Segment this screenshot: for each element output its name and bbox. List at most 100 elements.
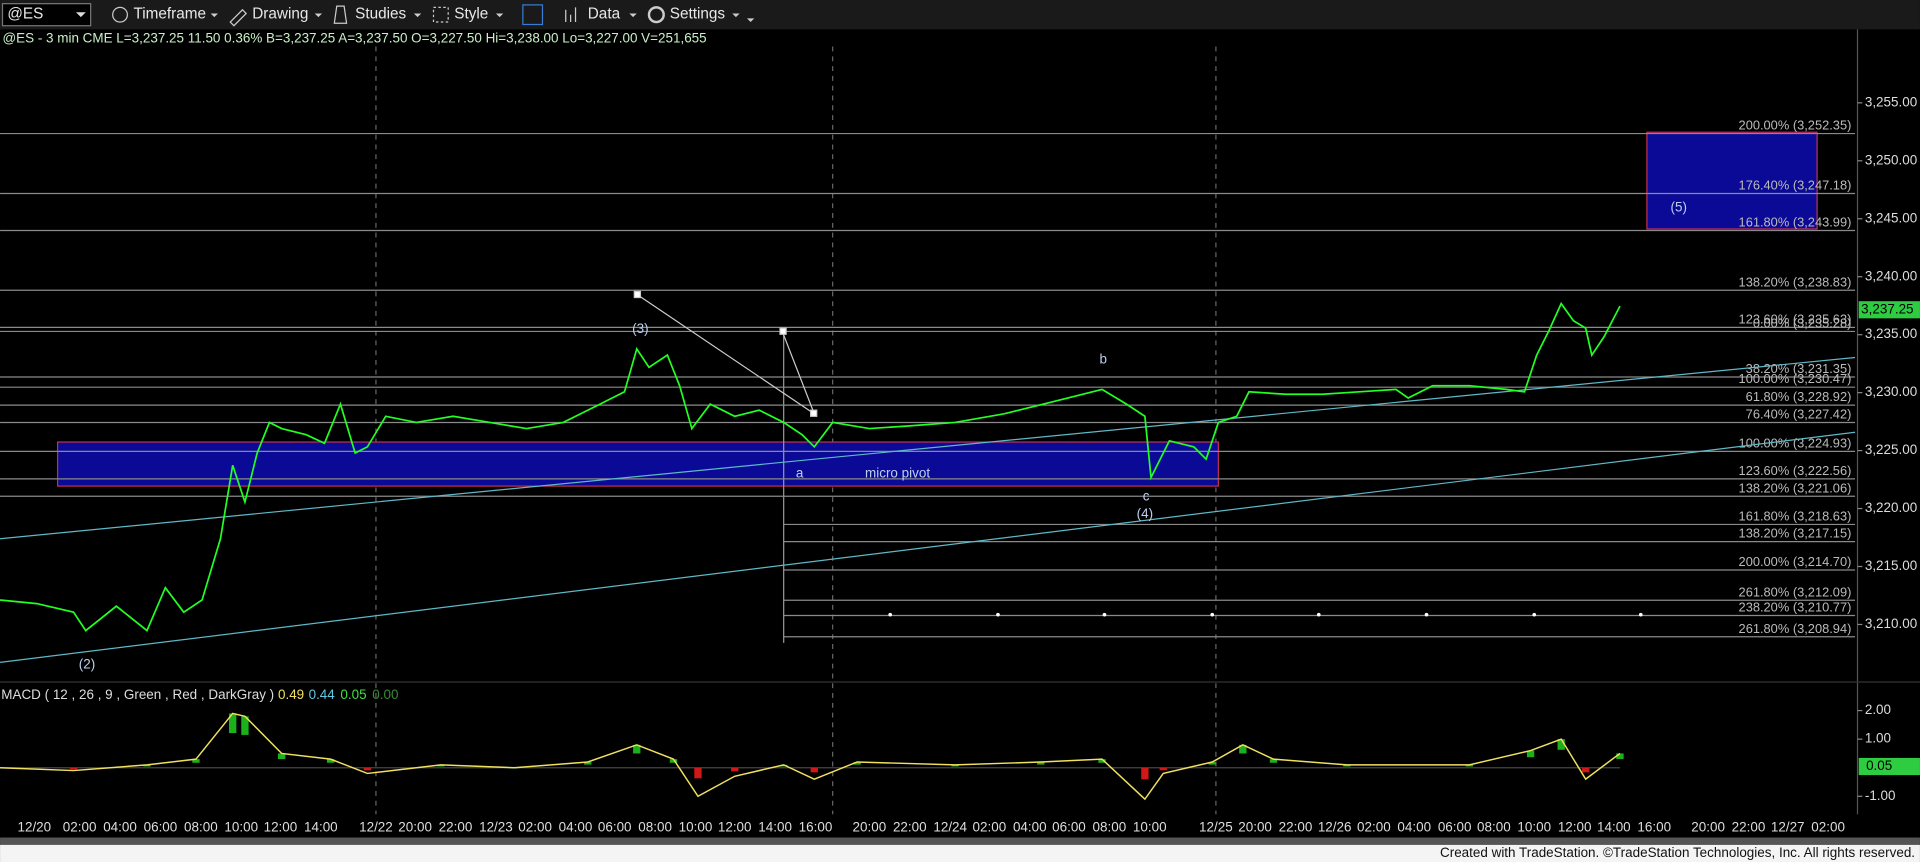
time-label: 02:00 [518,819,552,834]
time-label: 14:00 [1597,819,1631,834]
time-label: 10:00 [1133,819,1167,834]
fib-label: 38.20% (3,231.35) [1746,361,1852,376]
time-label: 12/20 [17,819,51,834]
price-line [0,301,1621,632]
icon [229,8,248,27]
time-label: 12:00 [264,819,298,834]
macd-hist [694,767,702,779]
macd-hist [633,744,641,754]
icon [112,6,128,23]
macd-hist [853,762,861,765]
macd-value: 0.44 [309,687,336,702]
time-label: 16:00 [799,819,833,834]
fib-label: 76.40% (3,227.42) [1746,407,1852,422]
macd-hist [1526,750,1535,758]
fib-label: 123.60% (3,222.56) [1739,463,1852,478]
macd-hist [731,767,739,772]
wave-label: (3) [632,321,648,336]
y-tick-label: 3,250.00 [1865,152,1917,167]
menu[interactable]: Data [588,6,621,23]
fib-label: 100.00% (3,230.47) [1739,371,1852,386]
menu[interactable]: Drawing [252,6,308,23]
time-label: 06:00 [1438,819,1472,834]
time-label: 20:00 [853,819,887,834]
time-label: 12/22 [359,819,393,834]
macd-hist [951,764,959,767]
macd-hist [1465,764,1474,767]
time-label: 04:00 [103,819,137,834]
time-label: 12/27 [1771,819,1805,834]
wave-label: (5) [1671,200,1687,215]
time-label: 22:00 [893,819,927,834]
y-tick-label: 3,210.00 [1865,616,1917,631]
time-label: 16:00 [1637,819,1671,834]
macd-hist [326,759,335,763]
y-tick-label: 3,240.00 [1865,268,1917,283]
menu[interactable]: Style [454,6,488,23]
macd-hist [1343,764,1351,767]
time-label: 06:00 [598,819,632,834]
time-label: 02:00 [1357,819,1391,834]
icon [647,6,665,24]
macd-hist [143,764,151,767]
pivot-zone [56,441,1219,487]
menu[interactable]: Studies [355,6,406,23]
time-label: 04:00 [1013,819,1047,834]
scrollbar[interactable] [0,837,1920,845]
fib-label: 100.00% (3,224.93) [1739,435,1852,450]
icon [432,6,449,23]
time-label: 14:00 [304,819,338,834]
macd-hist [229,713,237,734]
time-label: 22:00 [1279,819,1313,834]
time-label: 10:00 [679,819,713,834]
macd-last: 0.05 [1866,758,1892,773]
macd-hist [1557,739,1565,750]
macd-hist [69,767,78,770]
time-label: 20:00 [398,819,432,834]
last-price: 3,237.25 [1861,301,1913,316]
menu[interactable]: Settings [670,6,726,23]
fib-label: 200.00% (3,252.35) [1739,118,1852,133]
icon[interactable] [522,4,544,26]
time-label: 22:00 [1732,819,1766,834]
y-tick-label: 3,225.00 [1865,442,1917,457]
fib-label: 200.00% (3,214.70) [1739,554,1852,569]
macd-value: 0.05 [340,687,366,702]
time-label: 20:00 [1238,819,1272,834]
time-label: 08:00 [1093,819,1127,834]
y-tick-label: 3,230.00 [1865,384,1917,399]
target-zone [1646,131,1818,230]
macd-line [0,712,1621,801]
fib-tool [633,290,818,417]
wave-label: (4) [1137,506,1153,521]
fib-label: 161.80% (3,218.63) [1739,508,1852,523]
fib-label: 0.00% (3,235.28) [1753,315,1852,330]
y-tick-label: 3,245.00 [1865,210,1917,225]
time-label: 12:00 [1558,819,1592,834]
trend-lines [0,356,1856,664]
macd-hist [192,759,200,763]
footer-bg [0,844,1920,862]
macd-tick-label: 2.00 [1865,702,1891,717]
time-label: 12:00 [718,819,752,834]
symbol[interactable]: @ES [7,6,43,23]
wave-label: c [1143,489,1150,504]
macd-hist [810,767,818,773]
footer: Created with TradeStation. ©TradeStation… [1440,845,1915,860]
macd-hist [1269,759,1278,763]
macd-hist [1208,762,1216,765]
dropdown-arrow [75,12,86,18]
fib-label: 238.20% (3,210.77) [1739,600,1852,615]
quote-info: @ES - 3 min CME L=3,237.25 11.50 0.36% B… [2,31,706,46]
wave-label: b [1100,352,1107,367]
fib-label: 176.40% (3,247.18) [1739,178,1852,193]
time-label: 06:00 [144,819,178,834]
time-label: 06:00 [1052,819,1086,834]
y-tick-label: 3,235.00 [1865,326,1917,341]
menu[interactable]: Timeframe [134,6,207,23]
macd-title: MACD ( 12 , 26 , 9 , Green , Red , DarkG… [1,687,274,702]
wave-label: (2) [79,656,95,671]
fib-label: 123.60% (3,235.63) [1739,311,1852,326]
symbol-box[interactable] [1,3,92,27]
